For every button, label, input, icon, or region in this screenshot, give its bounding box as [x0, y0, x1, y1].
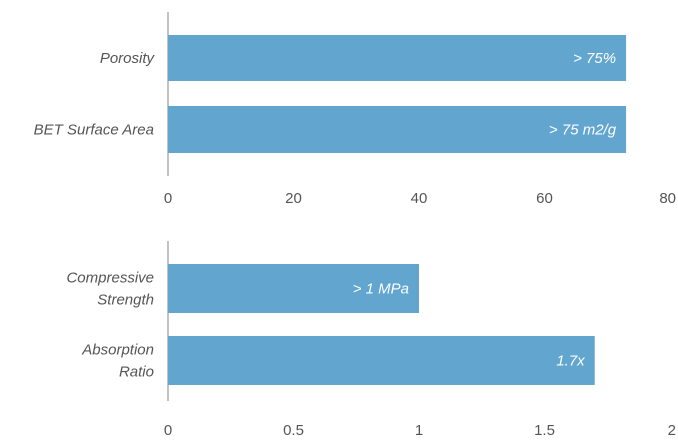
category-label: Ratio	[119, 364, 154, 381]
category-label: Porosity	[100, 50, 156, 67]
category-label: Absorption	[81, 342, 154, 359]
bar	[168, 35, 627, 81]
chart-panel-top: 0 20 40 60 80 > 75% Porosity > 75 m2/g BET Surfa…	[34, 12, 676, 207]
bar-data-label: > 75 m2/g	[549, 122, 617, 139]
bar-data-label: > 1 MPa	[353, 281, 409, 298]
bar	[168, 336, 595, 385]
x-tick-label: 20	[285, 190, 302, 207]
x-tick-label: 1	[415, 422, 423, 439]
x-tick-label: 0	[164, 190, 172, 207]
category-label: Strength	[97, 292, 154, 309]
chart-panel-bottom: 0 0.5 1 1.5 2 > 1 MPa Compressive Strength 1.7x A…	[66, 241, 676, 439]
bar	[168, 106, 627, 153]
category-label: BET Surface Area	[34, 122, 154, 139]
x-tick-label: 2	[668, 422, 676, 439]
x-tick-label: 60	[536, 190, 553, 207]
x-tick-label: 80	[659, 190, 676, 207]
bar	[168, 264, 419, 313]
category-label: Compressive	[66, 270, 154, 287]
bar-data-label: > 75%	[573, 50, 616, 67]
x-tick-label: 1.5	[534, 422, 555, 439]
x-tick-label: 40	[411, 190, 428, 207]
x-tick-label: 0	[164, 422, 172, 439]
bar-data-label: 1.7x	[556, 353, 585, 370]
x-tick-label: 0.5	[283, 422, 304, 439]
